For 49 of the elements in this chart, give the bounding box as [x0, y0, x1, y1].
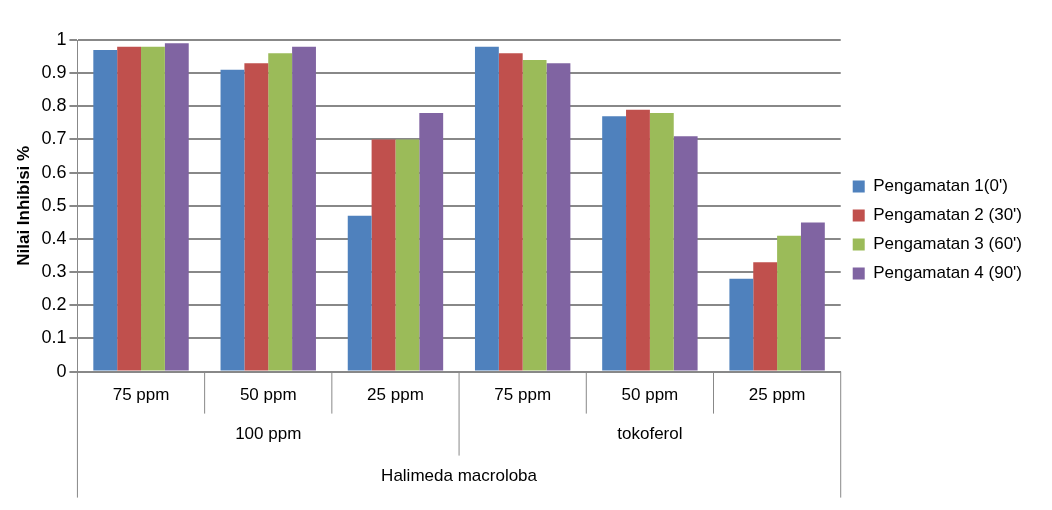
x-tick-label: 75 ppm — [494, 385, 552, 405]
bar — [164, 43, 189, 371]
x-tick-label: 50 ppm — [239, 385, 297, 405]
y-tick-label: 0.1 — [41, 327, 67, 348]
y-tick-label: 0.6 — [41, 161, 67, 182]
legend-label: Pengamatan 1(0') — [873, 176, 1008, 196]
bar — [117, 46, 142, 371]
legend-label: Pengamatan 3 (60') — [873, 234, 1023, 254]
y-axis-title: Nilai Inhibisi % — [13, 145, 33, 266]
bar — [347, 215, 372, 371]
x-tick-label: 75 ppm — [112, 385, 170, 405]
x-tick-label: 25 ppm — [367, 385, 424, 405]
text: Halimeda macroloba — [381, 466, 538, 486]
bar — [673, 136, 698, 371]
y-tick-label: 0 — [56, 360, 67, 381]
legend-label: Pengamatan 4 (90') — [873, 263, 1023, 283]
bar — [800, 222, 825, 371]
text: tokoferol — [617, 424, 683, 444]
bar — [626, 109, 650, 371]
legend-label: Pengamatan 2 (30') — [873, 205, 1023, 225]
bar — [292, 46, 316, 371]
y-tick-label: 0.7 — [41, 128, 67, 149]
bar — [268, 53, 293, 371]
bar — [371, 139, 396, 371]
x-tick-label: 50 ppm — [621, 385, 679, 405]
bar — [753, 262, 778, 371]
bar — [395, 139, 420, 371]
y-tick-label: 0.2 — [41, 294, 67, 315]
y-tick-label: 0.8 — [41, 95, 67, 116]
y-tick-label: 0.3 — [41, 261, 67, 282]
text: 100 ppm — [235, 424, 302, 444]
y-tick-label: 0.9 — [41, 62, 67, 83]
y-tick-label: 0.5 — [41, 194, 67, 215]
bar — [474, 46, 499, 371]
bar — [602, 116, 627, 371]
bar — [649, 112, 674, 371]
bar — [777, 235, 801, 371]
y-tick-label: 1 — [56, 28, 67, 49]
bar — [729, 278, 754, 371]
x-tick-label: 25 ppm — [748, 385, 806, 405]
bar — [244, 63, 269, 371]
bar — [220, 69, 245, 371]
bar — [522, 59, 547, 371]
bar — [498, 53, 523, 371]
bar — [141, 46, 165, 371]
bar — [419, 112, 444, 371]
bar — [93, 49, 118, 371]
bar — [546, 63, 571, 371]
y-tick-label: 0.4 — [41, 227, 67, 248]
